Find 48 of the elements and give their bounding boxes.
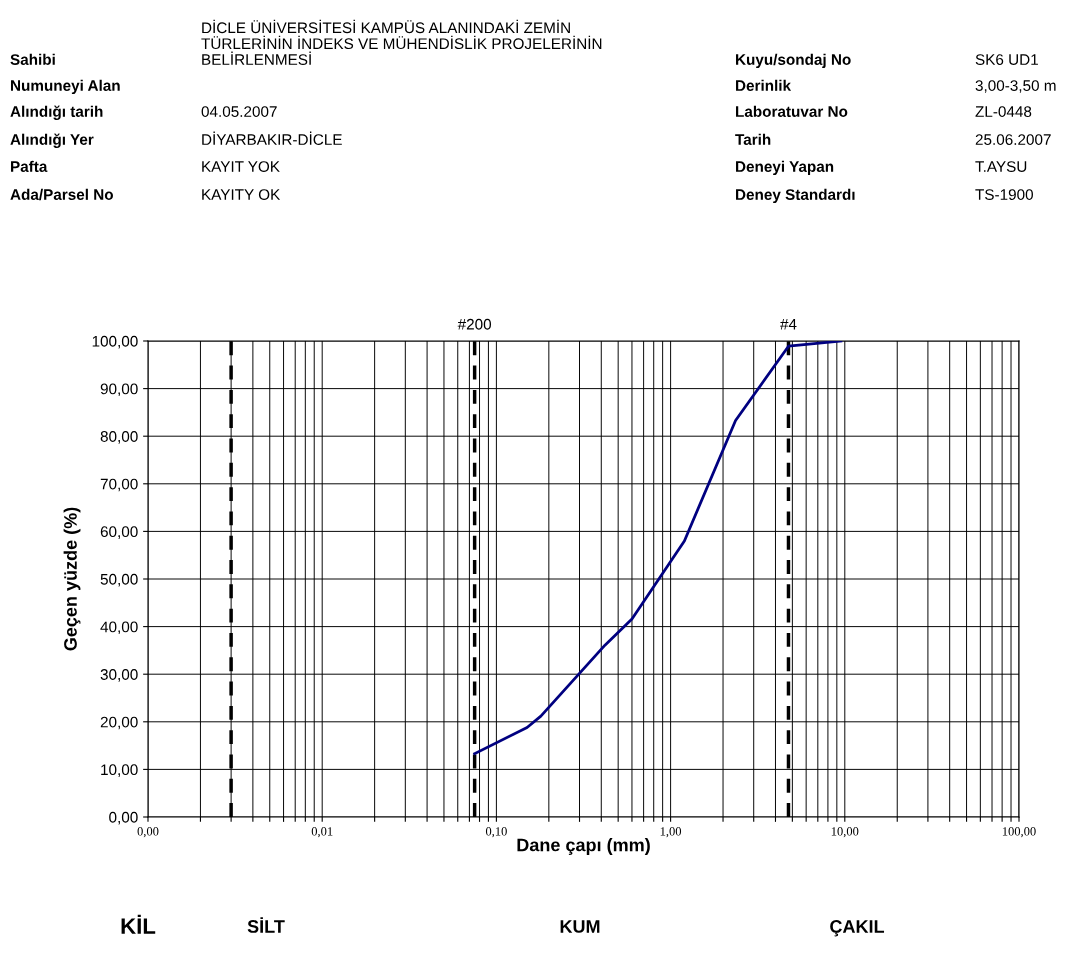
x-tick-label: 100,00 — [1002, 827, 1036, 838]
text: KUM — [560, 920, 600, 933]
y-tick-label: 80,00 — [100, 431, 138, 444]
text: Sahibi — [10, 53, 55, 65]
text: Tarih — [735, 133, 771, 145]
x-tick-label: 0,10 — [485, 827, 507, 838]
y-tick-label: 90,00 — [100, 383, 138, 397]
y-tick-label: 100,00 — [92, 335, 138, 349]
text: ZL-0448 — [975, 106, 1032, 117]
y-tick-label: 30,00 — [100, 669, 138, 682]
y-tick-label: 70,00 — [100, 478, 138, 492]
text: Alındığı tarih — [10, 105, 103, 120]
text: DİCLE ÜNİVERSİTESİ KAMPÜS ALANINDAKİ ZEMİN TÜRLERİNİN İNDEKS VE MÜHENDİSLİK PROJELERİNİN BELİRLENMESİ — [201, 19, 602, 65]
x-tick-label: 0,00 — [137, 827, 159, 838]
text: Ada/Parsel No — [10, 188, 113, 201]
y-tick-label: 20,00 — [100, 716, 138, 730]
text: 3,00-3,50 m — [975, 80, 1056, 93]
x-tick-label: 0,01 — [311, 827, 333, 838]
text: ÇAKIL — [830, 920, 885, 937]
text: 25.06.2007 — [975, 134, 1051, 145]
text: SK6 UD1 — [975, 54, 1038, 65]
y-axis-title: Geçen yüzde (%) — [63, 507, 81, 651]
annotation: #200 — [457, 318, 492, 330]
x-tick-label: 1,00 — [660, 827, 682, 838]
text: DİYARBAKIR-DİCLE — [202, 131, 342, 145]
text: SİLT — [247, 917, 285, 933]
y-tick-label: 0,00 — [109, 811, 138, 825]
x-axis-title: Dane çapı (mm) — [517, 838, 650, 855]
y-tick-label: 40,00 — [100, 621, 138, 635]
x-tick-label: 10,00 — [831, 827, 859, 838]
text: KAYIT YOK — [202, 161, 280, 172]
text: Pafta — [11, 160, 48, 172]
text: 04.05.2007 — [201, 106, 277, 117]
text: Laboratuvar No — [736, 105, 848, 117]
y-tick-label: 60,00 — [100, 526, 138, 539]
y-tick-label: 10,00 — [101, 764, 138, 777]
text: Deney Standardı — [736, 188, 855, 203]
text: KAYITY OK — [202, 189, 281, 200]
text: KİL — [121, 914, 156, 934]
text: Numuneyi Alan — [11, 79, 120, 94]
text: Derinlik — [736, 79, 792, 91]
text: TS-1900 — [975, 189, 1033, 200]
y-tick-label: 50,00 — [100, 573, 138, 587]
text: Kuyu/sondaj No — [736, 53, 851, 68]
annotation: #4 — [780, 318, 797, 330]
text: Deneyi Yapan — [736, 160, 834, 175]
text: Alındığı Yer — [10, 133, 94, 148]
text: T.AYSU — [975, 161, 1027, 172]
